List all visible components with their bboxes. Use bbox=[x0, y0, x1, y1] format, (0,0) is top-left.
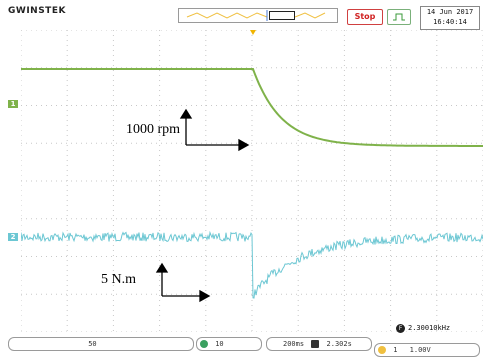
frequency-icon: F bbox=[396, 323, 405, 333]
channel-a-scale[interactable]: 50 bbox=[8, 337, 194, 351]
channel-b-scale-value: 10 bbox=[215, 340, 224, 348]
date-time-display: 14 Jun 2017 16:40:14 bbox=[420, 6, 480, 30]
ch2-torque-trace bbox=[21, 230, 483, 299]
horizontal-position-value: 2.302s bbox=[326, 340, 352, 348]
torque-annotation: 5 N.m bbox=[101, 272, 136, 287]
speed-annotation: 1000 rpm bbox=[126, 122, 181, 137]
trigger-mode-button[interactable] bbox=[387, 9, 411, 25]
channel-b-scale[interactable]: 10 bbox=[196, 337, 262, 351]
frequency-value: 2.30010kHz bbox=[408, 324, 451, 332]
channel-a-icon bbox=[73, 340, 81, 348]
trigger-source-value: 1 bbox=[393, 346, 398, 354]
ch1-speed-trace bbox=[21, 68, 483, 147]
trigger-level-value: 1.00V bbox=[409, 346, 431, 354]
timebase-value: 200ms bbox=[283, 340, 305, 348]
time-text: 16:40:14 bbox=[433, 18, 467, 26]
frequency-readout: F 2.30010kHz bbox=[396, 323, 478, 334]
trigger-position-marker bbox=[250, 30, 256, 35]
single-pulse-icon bbox=[393, 13, 405, 21]
stop-button[interactable]: Stop bbox=[347, 9, 383, 25]
waveform-display bbox=[21, 30, 483, 332]
date-text: 14 Jun 2017 bbox=[426, 8, 474, 16]
speed-axis-arrows bbox=[179, 108, 250, 152]
torque-axis-arrows bbox=[155, 262, 211, 303]
timebase-readout[interactable]: 200ms 2.302s bbox=[266, 337, 372, 351]
timebar-window[interactable] bbox=[269, 11, 295, 20]
horizontal-position-icon bbox=[311, 340, 320, 348]
trigger-source-icon bbox=[378, 346, 386, 354]
channel-b-icon bbox=[200, 340, 208, 348]
brand-logo: GWINSTEK bbox=[8, 6, 66, 16]
ch2-level-marker[interactable]: 2 bbox=[8, 233, 18, 241]
ch1-level-marker[interactable]: 1 bbox=[8, 100, 18, 108]
memory-timebar[interactable] bbox=[178, 8, 338, 23]
trigger-readout[interactable]: 1 1.00V bbox=[374, 343, 480, 357]
channel-a-scale-value: 50 bbox=[88, 340, 97, 348]
graticule bbox=[21, 30, 483, 332]
timebar-waveform-icon bbox=[186, 10, 326, 21]
